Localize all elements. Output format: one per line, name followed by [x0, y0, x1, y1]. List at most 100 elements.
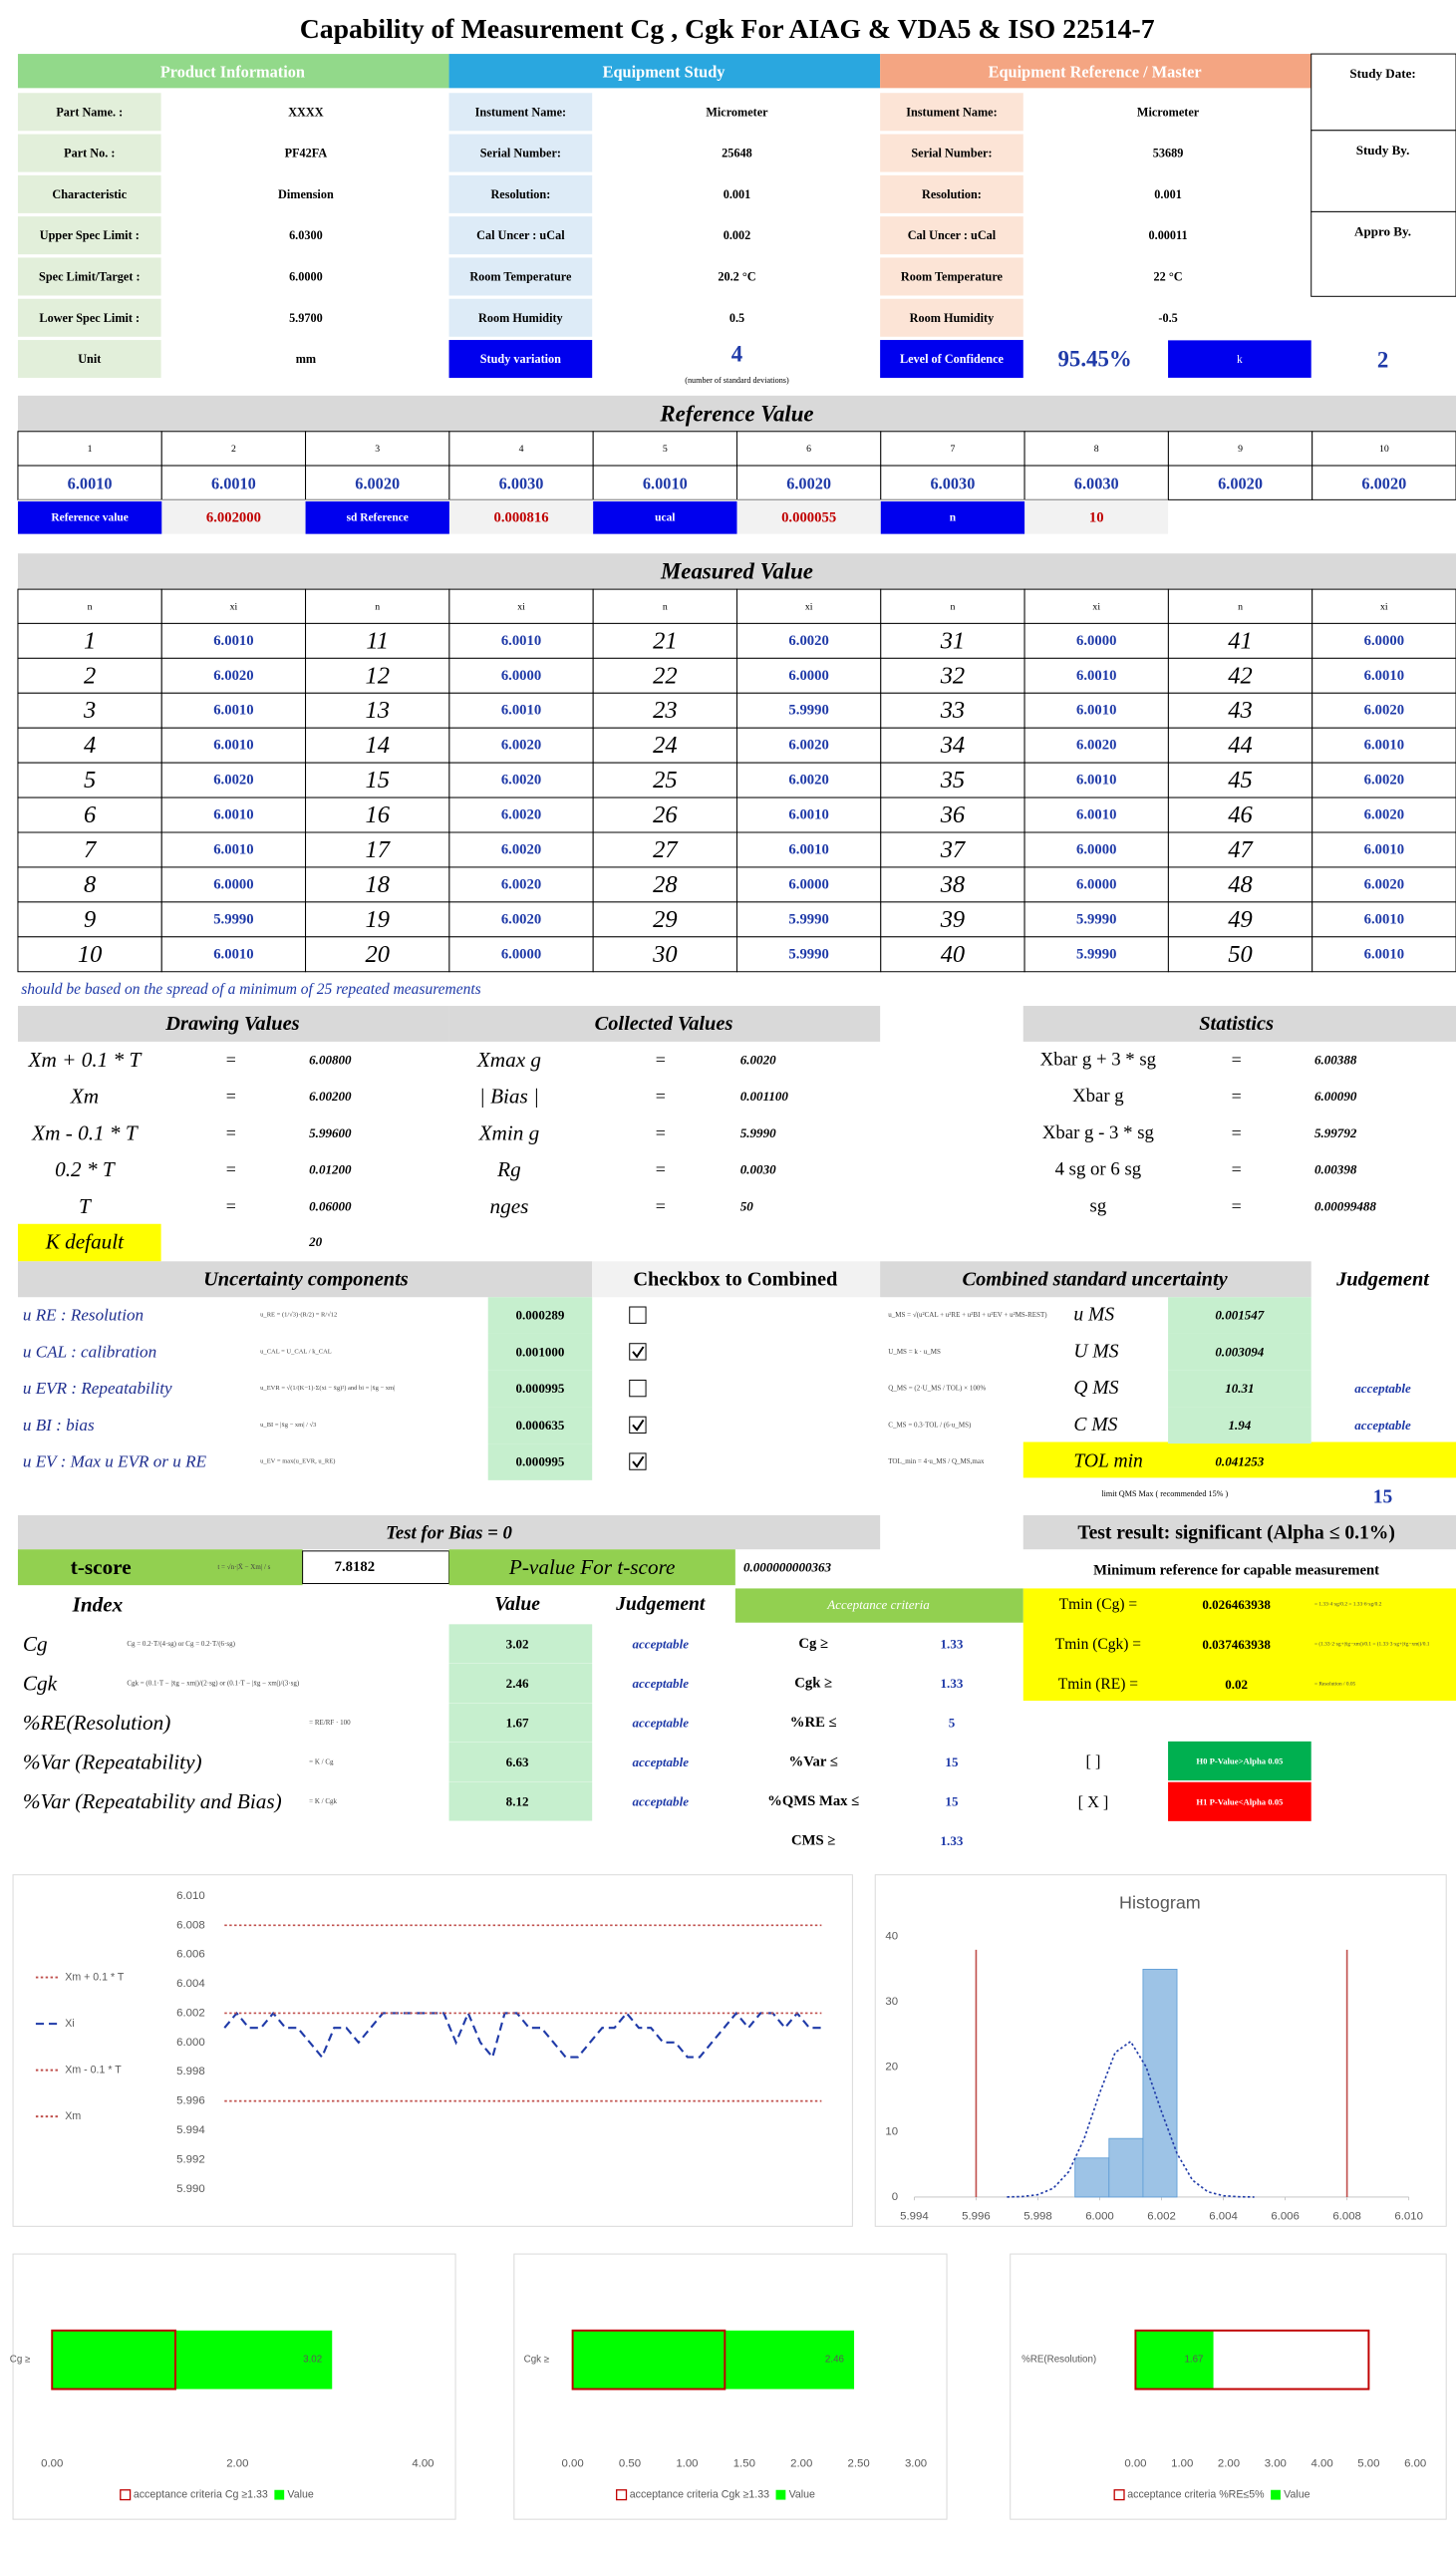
label-cell	[880, 340, 1023, 379]
check-mark	[632, 1419, 645, 1432]
equals: =	[226, 1087, 236, 1107]
y-tick-label: 6.002	[176, 2007, 205, 2019]
section-title-bar	[17, 1006, 449, 1042]
field-label: Serial Number:	[480, 147, 561, 160]
cell	[1167, 762, 1313, 798]
hypothesis-mark: [ ]	[1085, 1752, 1100, 1770]
value-cell	[448, 1663, 593, 1704]
p-label: P-value For t-score	[508, 1555, 676, 1579]
sample-number: 46	[1228, 801, 1253, 828]
cell	[1311, 588, 1456, 624]
label-cell	[1168, 340, 1311, 378]
field-value: Dimension	[278, 187, 334, 201]
cell	[305, 901, 450, 938]
cell	[880, 762, 1025, 798]
category-label: %RE(Resolution)	[1021, 2355, 1096, 2366]
legend-swatch	[1271, 2489, 1281, 2500]
y-tick-label: 5.990	[176, 2183, 205, 2195]
combined-value: 0.001547	[1215, 1308, 1264, 1323]
measurement: 6.0020	[501, 738, 541, 754]
measurement: 6.0000	[788, 876, 828, 892]
x-tick-label: 5.996	[962, 2211, 991, 2223]
quantity-value: 20	[308, 1234, 323, 1249]
histogram-bar	[1074, 2157, 1110, 2198]
measurement: 6.0020	[1364, 807, 1404, 823]
sign-box	[1310, 210, 1456, 297]
measurement: 6.0020	[1364, 703, 1404, 719]
x-tick-label: 6.004	[1209, 2211, 1238, 2223]
quantity-value: 6.00800	[309, 1052, 352, 1067]
y-tick-label: 6.004	[176, 1978, 205, 1990]
field-value: XXXX	[288, 105, 324, 119]
sample-number: 19	[365, 906, 389, 933]
quantity-label: T	[79, 1194, 93, 1218]
cell	[1167, 831, 1313, 868]
x-tick-label: 4.00	[1310, 2458, 1332, 2470]
criteria-label: %RE ≤	[790, 1715, 837, 1731]
value-cell	[487, 1443, 593, 1480]
note: should be based on the spread of a minim…	[21, 981, 481, 998]
criteria-value: 5	[949, 1715, 956, 1730]
sample-number: 5	[84, 767, 96, 794]
reference-value: 6.0030	[1074, 475, 1119, 493]
cell	[880, 657, 1025, 694]
y-tick-label: 6.000	[176, 2037, 205, 2049]
measurement: 6.0010	[1076, 703, 1116, 719]
formula: Q_MS = (2·U_MS / TOL) × 100%	[888, 1385, 986, 1393]
cell	[735, 762, 882, 798]
label-cell	[17, 298, 161, 337]
sample-number: 26	[653, 801, 678, 828]
sample-number: 25	[653, 767, 677, 794]
reference-value: 6.0020	[786, 475, 831, 493]
cell	[448, 936, 594, 973]
tmin-value: 0.02	[1225, 1677, 1248, 1692]
sample-number: 27	[653, 836, 679, 863]
summary-label: sd Reference	[347, 511, 409, 523]
cell	[592, 866, 737, 903]
sign-label: Appro By.	[1354, 223, 1411, 238]
measurement: 5.9990	[788, 946, 828, 962]
cell	[1023, 831, 1169, 868]
cell	[1167, 936, 1313, 973]
formula: C_MS = 0.3·TOL / (6·u_MS)	[888, 1421, 972, 1429]
formula: Cgk = (0.1·T − |x̄g − xm|)/(2·sg) or (0.…	[127, 1679, 300, 1687]
reference-value: 6.0030	[931, 475, 976, 493]
cell	[592, 901, 737, 938]
cell	[160, 692, 307, 729]
cell	[1311, 692, 1456, 729]
value-cell	[487, 1370, 593, 1408]
cell	[1167, 692, 1313, 729]
formula: u_MS = √(u²CAL + u²RE + u²BI + u²EV + u²…	[888, 1311, 1047, 1319]
t-score: 7.8182	[335, 1559, 375, 1575]
value-cell	[487, 1407, 593, 1444]
field-value: 6.0300	[289, 228, 323, 242]
chart-frame	[12, 1874, 853, 2227]
measurement: 6.0000	[1076, 876, 1116, 892]
quantity-value: 0.06000	[309, 1198, 352, 1213]
cell	[160, 657, 307, 694]
section-title-bar	[1022, 1006, 1456, 1042]
index-label: Cg	[23, 1632, 48, 1656]
index-value: 6.63	[506, 1754, 529, 1769]
label-cell	[593, 500, 737, 534]
data-label: 2.46	[825, 2355, 845, 2366]
summary-value: 0.000055	[781, 509, 836, 525]
index-label: 10	[1379, 444, 1389, 455]
quantity-value: 50	[740, 1198, 754, 1213]
measurement: 6.0020	[1076, 738, 1116, 754]
field-label: Room Temperature	[901, 269, 1004, 283]
label-cell	[305, 500, 449, 534]
index-label: 6	[806, 444, 811, 455]
label-cell	[880, 134, 1023, 172]
value-cell	[448, 1703, 593, 1743]
section-title: Drawing Values	[164, 1013, 299, 1035]
quantity-label: Xm + 0.1 * T	[28, 1048, 144, 1072]
cell	[305, 588, 450, 624]
label-cell	[448, 257, 593, 296]
measurement: 6.0010	[1076, 773, 1116, 789]
field-label: Lower Spec Limit :	[39, 311, 140, 325]
sample-number: 21	[653, 627, 677, 654]
section-header	[880, 54, 1311, 89]
component-value: 0.001000	[515, 1344, 564, 1359]
